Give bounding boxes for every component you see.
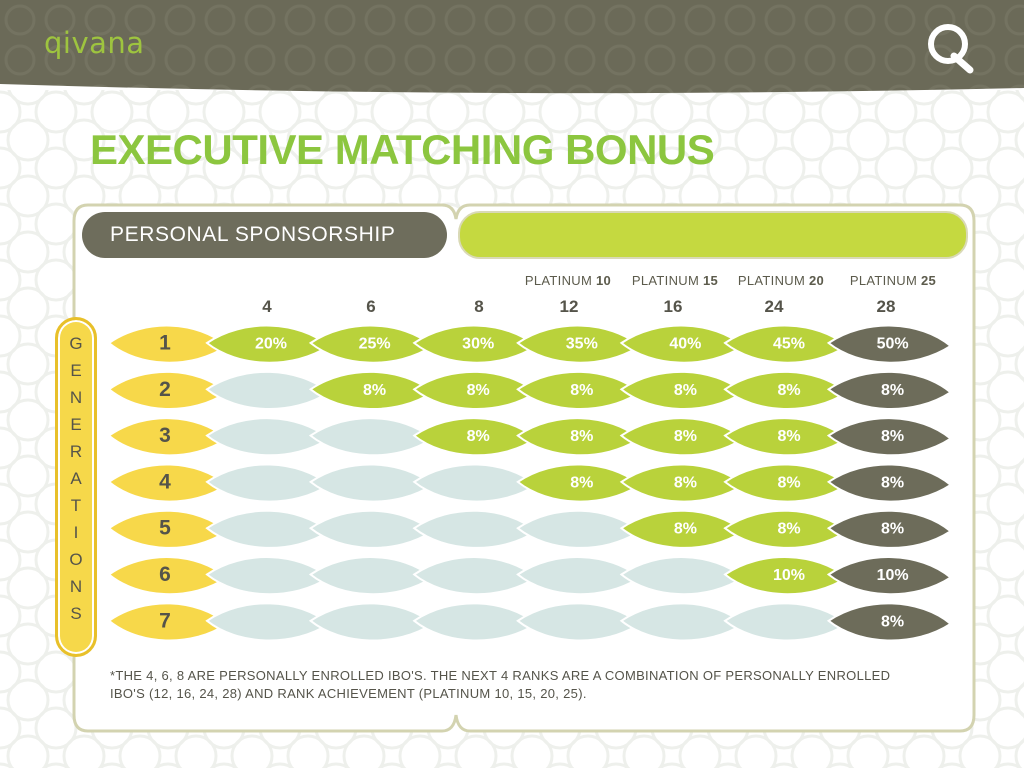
bonus-leaf — [826, 370, 953, 410]
generations-letter: E — [70, 361, 82, 380]
generation-number: 5 — [159, 517, 171, 540]
column-header: 16 — [663, 297, 683, 316]
bonus-percentage: 8% — [570, 474, 593, 491]
generations-letter: N — [69, 388, 83, 407]
page-title: EXECUTIVE MATCHING BONUS — [90, 126, 715, 173]
bonus-percentage: 25% — [359, 336, 391, 353]
column-header: 12 — [559, 297, 579, 316]
column-header: 8 — [474, 297, 484, 316]
bonus-percentage: 8% — [674, 382, 697, 399]
bonus-percentage: 40% — [669, 336, 701, 353]
bonus-percentage: 8% — [881, 521, 904, 538]
bonus-leaf — [826, 602, 953, 642]
bonus-percentage: 8% — [881, 382, 904, 399]
generation-number: 1 — [159, 332, 171, 355]
bonus-percentage: 8% — [881, 428, 904, 445]
bonus-percentage: 35% — [566, 336, 598, 353]
generations-letter: G — [69, 334, 83, 353]
platinum-15-header: PLATINUM 15 — [631, 273, 719, 288]
bonus-percentage: 8% — [570, 428, 593, 445]
generation-number: 6 — [159, 563, 171, 586]
bonus-leaf — [826, 463, 953, 503]
platinum-10-header: PLATINUM 10 — [524, 273, 612, 288]
personal-sponsorship-label: PERSONAL SPONSORSHIP — [82, 212, 447, 258]
bonus-percentage: 30% — [462, 336, 494, 353]
generations-letter: N — [69, 577, 83, 596]
q-logo-icon — [928, 24, 974, 74]
bonus-percentage: 50% — [877, 336, 909, 353]
bonus-percentage: 8% — [674, 521, 697, 538]
bonus-leaf — [826, 324, 953, 364]
generations-letter: I — [73, 523, 79, 542]
platinum-25-header: PLATINUM 25 — [849, 273, 937, 288]
bonus-percentage: 8% — [881, 613, 904, 630]
generations-letter: A — [70, 469, 82, 488]
generations-label-pill — [55, 317, 97, 657]
bonus-percentage: 8% — [881, 474, 904, 491]
generations-letter: T — [70, 496, 82, 515]
bonus-percentage: 8% — [467, 382, 490, 399]
bonus-leaf — [826, 556, 953, 596]
column-header: 4 — [262, 297, 272, 316]
generations-letter: R — [69, 442, 83, 461]
generations-letter: E — [70, 415, 82, 434]
bonus-percentage: 8% — [467, 428, 490, 445]
column-header: 28 — [876, 297, 896, 316]
generation-number: 2 — [159, 378, 171, 401]
header-band — [0, 0, 1024, 94]
bonus-percentage: 45% — [773, 336, 805, 353]
generation-number: 3 — [159, 424, 171, 447]
bonus-percentage: 8% — [777, 428, 800, 445]
bonus-percentage: 10% — [773, 567, 805, 584]
platinum-20-header: PLATINUM 20 — [737, 273, 825, 288]
bonus-percentage: 8% — [674, 428, 697, 445]
bonus-percentage: 20% — [255, 336, 287, 353]
platinum-header-bar — [458, 211, 968, 259]
column-header: 24 — [764, 297, 784, 316]
bonus-percentage: 8% — [777, 521, 800, 538]
generation-number: 7 — [159, 609, 171, 632]
footnote: *THE 4, 6, 8 ARE PERSONALLY ENROLLED IBO… — [110, 668, 891, 701]
brand-logo: qivana — [44, 26, 145, 60]
bonus-percentage: 8% — [570, 382, 593, 399]
bonus-leaf — [826, 509, 953, 549]
bonus-percentage: 8% — [777, 382, 800, 399]
bonus-percentage: 8% — [777, 474, 800, 491]
bonus-percentage: 10% — [877, 567, 909, 584]
generations-letter: S — [70, 604, 82, 623]
generation-number: 4 — [159, 470, 171, 493]
generations-letter: O — [69, 550, 83, 569]
bonus-leaf — [826, 417, 953, 457]
bonus-percentage: 8% — [674, 474, 697, 491]
bonus-percentage: 8% — [363, 382, 386, 399]
column-header: 6 — [366, 297, 376, 316]
